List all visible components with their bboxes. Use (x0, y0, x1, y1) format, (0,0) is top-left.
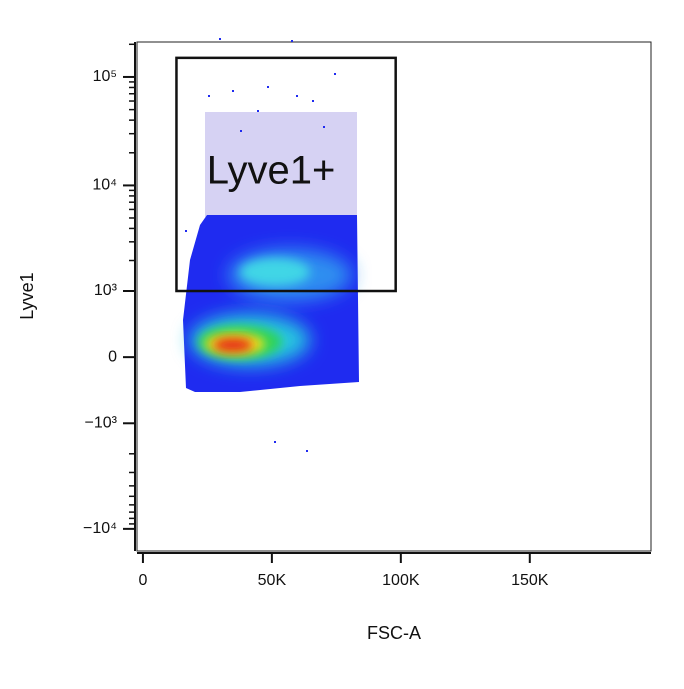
y-tick-label: 10⁴ (92, 177, 117, 194)
y-tick-label: 10⁵ (93, 68, 117, 85)
y-axis-label: Lyve1 (17, 272, 37, 319)
y-tick-label: 0 (108, 348, 117, 365)
x-tick-label: 150K (511, 572, 549, 589)
density-cloud (183, 38, 359, 452)
y-tick-label: −10³ (85, 415, 118, 432)
x-tick-label: 0 (138, 572, 147, 589)
y-tick-label: 10³ (94, 282, 118, 299)
gate-label: Lyve1+ (207, 148, 336, 192)
x-tick-label: 50K (258, 572, 287, 589)
gate (175, 56, 397, 293)
x-tick-label: 100K (382, 572, 420, 589)
x-axis-label: FSC-A (367, 623, 421, 643)
y-tick-label: −10⁴ (83, 520, 117, 537)
